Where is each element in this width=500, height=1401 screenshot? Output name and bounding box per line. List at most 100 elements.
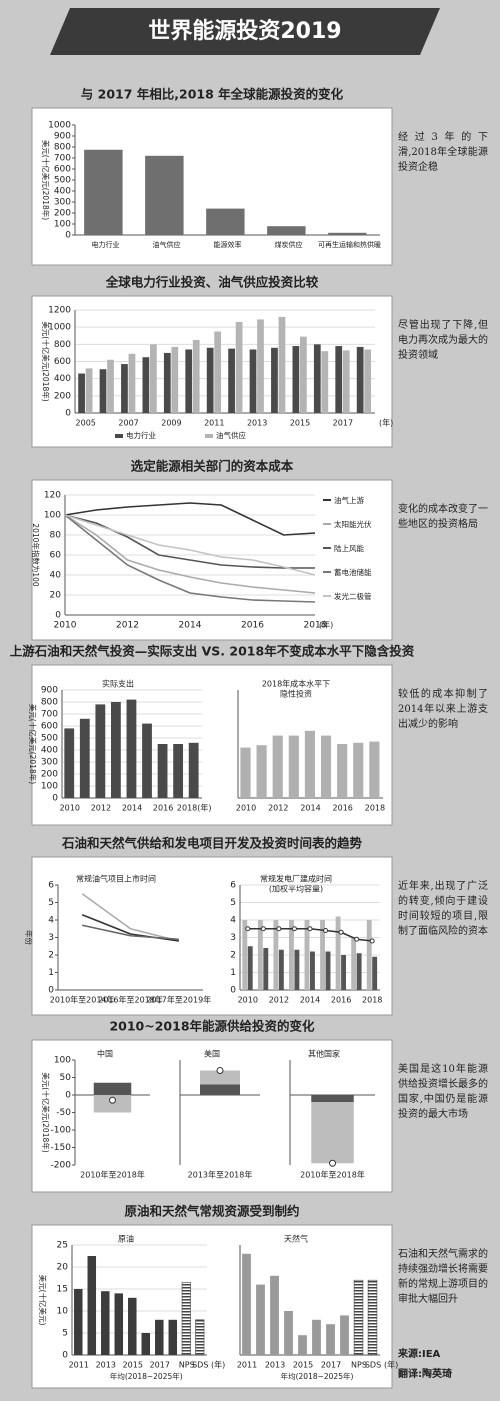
x-axis-label: (年): [211, 1360, 225, 1370]
y-tick-label: 0: [65, 409, 71, 419]
x-tick-label: 2013: [265, 1361, 285, 1370]
y-tick-label: 1: [48, 968, 54, 978]
panel: [31, 856, 393, 1016]
y-tick-label: 100: [41, 782, 58, 792]
y-axis-label: 美元(十亿美元): [38, 1275, 48, 1326]
bar: [356, 953, 362, 990]
x-tick-label: 2016: [241, 621, 264, 631]
bar: [326, 1324, 335, 1355]
bar-segment: [311, 1095, 354, 1102]
y-tick-label: 5: [62, 1329, 68, 1339]
y-tick-label: 0: [48, 986, 54, 996]
chart-subtitle: 常规发电厂建成时间: [260, 874, 332, 884]
x-tick-label: 2012: [91, 804, 111, 813]
y-tick-label: 3: [230, 933, 236, 943]
y-tick-label: 15: [57, 1285, 68, 1295]
annotation: 年均(2018~2025年): [281, 1371, 354, 1381]
chart-subtitle: 美国: [204, 1049, 220, 1059]
y-tick-label: 300: [41, 758, 58, 768]
y-tick-label: 1: [230, 968, 236, 978]
chart-title: 上游石油和天然气投资—实际支出 VS. 2018年不变成本水平下隐含投资: [10, 644, 415, 659]
bar: [372, 956, 378, 990]
y-tick-label: 3: [48, 933, 54, 943]
bar: [64, 728, 75, 798]
x-tick-label: 2014: [122, 804, 142, 813]
title-banner: [50, 8, 440, 55]
bar: [366, 920, 372, 990]
x-tick-label: NPS: [351, 1361, 367, 1370]
legend-swatch: [115, 434, 123, 438]
bar: [99, 369, 107, 413]
bar: [270, 1275, 279, 1355]
y-axis-label: 美元(十亿美元(2018年): [41, 321, 51, 401]
bar: [145, 155, 184, 235]
x-tick-label: 2015: [293, 1361, 313, 1370]
bar: [150, 344, 157, 413]
bar: [181, 1282, 191, 1356]
side-note: 石油和天然气需求的持续强劲增长将需要新的常规上游项目的审批大幅回升: [398, 1249, 488, 1305]
bar-segment: [200, 1070, 240, 1085]
line: [64, 502, 316, 536]
x-tick-label: 2014: [300, 804, 320, 813]
bar-segment: [200, 1084, 240, 1095]
chart-title: 选定能源相关部门的资本成本: [131, 459, 294, 474]
legend-swatch: [323, 571, 331, 573]
bar: [114, 1293, 124, 1355]
y-tick-label: 40: [50, 571, 62, 581]
bar: [369, 741, 380, 798]
point: [245, 926, 251, 932]
point: [369, 938, 375, 944]
bar: [278, 949, 284, 990]
point: [260, 926, 266, 932]
annotation: 年均(2018~2025年): [110, 1371, 183, 1381]
y-tick-label: 5: [48, 898, 54, 908]
y-tick-label: -50: [56, 1108, 71, 1118]
bar: [126, 699, 137, 798]
bar-segment: [311, 1102, 354, 1164]
side-note: 近年来,出现了广泛的转变,倾向于建设时间较短的项目,限制了面临风险的资本: [398, 881, 488, 937]
y-tick-label: 100: [54, 1056, 71, 1066]
x-tick-label: NPS: [179, 1361, 195, 1370]
bar: [87, 1256, 97, 1355]
chart-subtitle: 常规油气项目上市时间: [76, 874, 156, 884]
y-tick-label: 500: [41, 734, 58, 744]
bar: [249, 349, 257, 413]
bar: [313, 344, 321, 413]
x-tick-label: 2015: [290, 419, 310, 428]
x-tick-label: 2012: [269, 996, 289, 1005]
x-tick-label: 2011: [69, 1361, 89, 1370]
net-marker: [109, 1096, 116, 1104]
bar: [304, 730, 316, 798]
side-note: 较低的成本抑制了2014年以来上游支出减少的影响: [398, 689, 488, 730]
bar: [247, 946, 253, 990]
y-tick-label: 200: [54, 391, 71, 401]
x-tick-label: 2010: [60, 804, 80, 813]
y-tick-label: 0: [52, 794, 58, 804]
y-tick-label: 400: [41, 746, 58, 756]
y-tick-label: 0: [55, 611, 61, 621]
bar: [163, 352, 171, 413]
y-tick-label: 200: [54, 209, 71, 219]
x-axis-label: (年): [384, 1360, 398, 1370]
x-axis-label: (年): [379, 418, 393, 428]
bar: [111, 702, 121, 798]
x-tick-label: 2018(年): [177, 803, 212, 813]
y-tick-label: 0: [65, 1091, 71, 1101]
line: [81, 924, 179, 941]
bar: [335, 346, 343, 413]
x-tick-label: SDS: [192, 1361, 208, 1370]
translator: 翻译:陶英琦: [398, 1369, 452, 1380]
x-tick-label: 2018: [365, 804, 385, 813]
bar: [128, 353, 136, 413]
y-tick-label: 100: [44, 511, 61, 521]
y-tick-label: 2: [230, 951, 236, 961]
bar: [74, 1289, 83, 1355]
bar: [341, 955, 347, 990]
y-tick-label: 300: [54, 198, 71, 208]
net-marker: [329, 1159, 336, 1167]
y-tick-label: 100: [54, 220, 71, 230]
x-tick-label: 2010年至2018年: [80, 1170, 145, 1180]
bar: [312, 1319, 321, 1355]
x-tick-label: 2013: [247, 419, 267, 428]
